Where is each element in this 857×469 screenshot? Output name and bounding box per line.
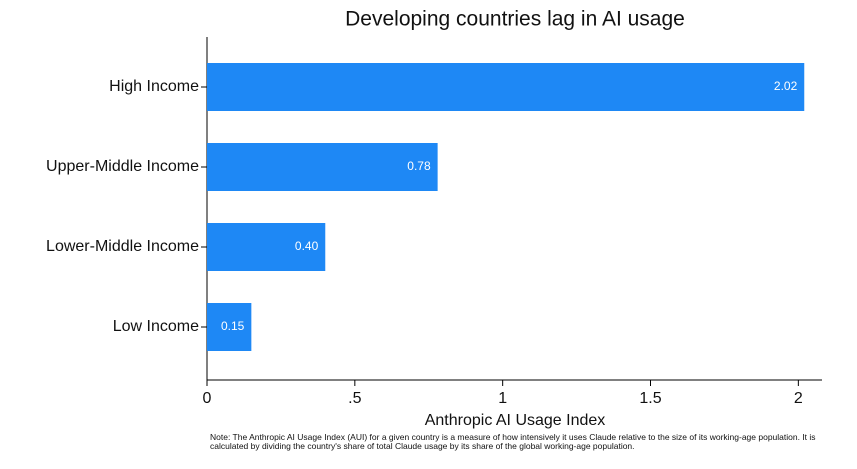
bar [207, 63, 805, 111]
value-label: 0.15 [221, 319, 245, 333]
bar [207, 223, 326, 271]
chart: Developing countries lag in AI usage Ant… [46, 8, 822, 429]
x-tick-label: 1.5 [639, 390, 661, 407]
x-tick-label: .5 [348, 390, 361, 407]
x-tick-label: 2 [794, 390, 803, 407]
y-tick-label: High Income [109, 78, 199, 95]
bar [207, 303, 252, 351]
bar [207, 143, 438, 191]
chart-title: Developing countries lag in AI usage [345, 8, 685, 31]
y-tick-label: Lower-Middle Income [46, 238, 199, 255]
x-tick-label: 0 [203, 390, 212, 407]
value-label: 0.40 [295, 239, 319, 253]
y-tick-label: Low Income [113, 318, 199, 335]
value-label: 0.78 [407, 159, 431, 173]
x-tick-label: 1 [498, 390, 507, 407]
y-tick-label: Upper-Middle Income [46, 158, 199, 175]
x-axis-title: Anthropic AI Usage Index [425, 412, 606, 429]
value-label: 2.02 [774, 79, 798, 93]
note: Note: The Anthropic AI Usage Index (AUI)… [210, 432, 816, 451]
